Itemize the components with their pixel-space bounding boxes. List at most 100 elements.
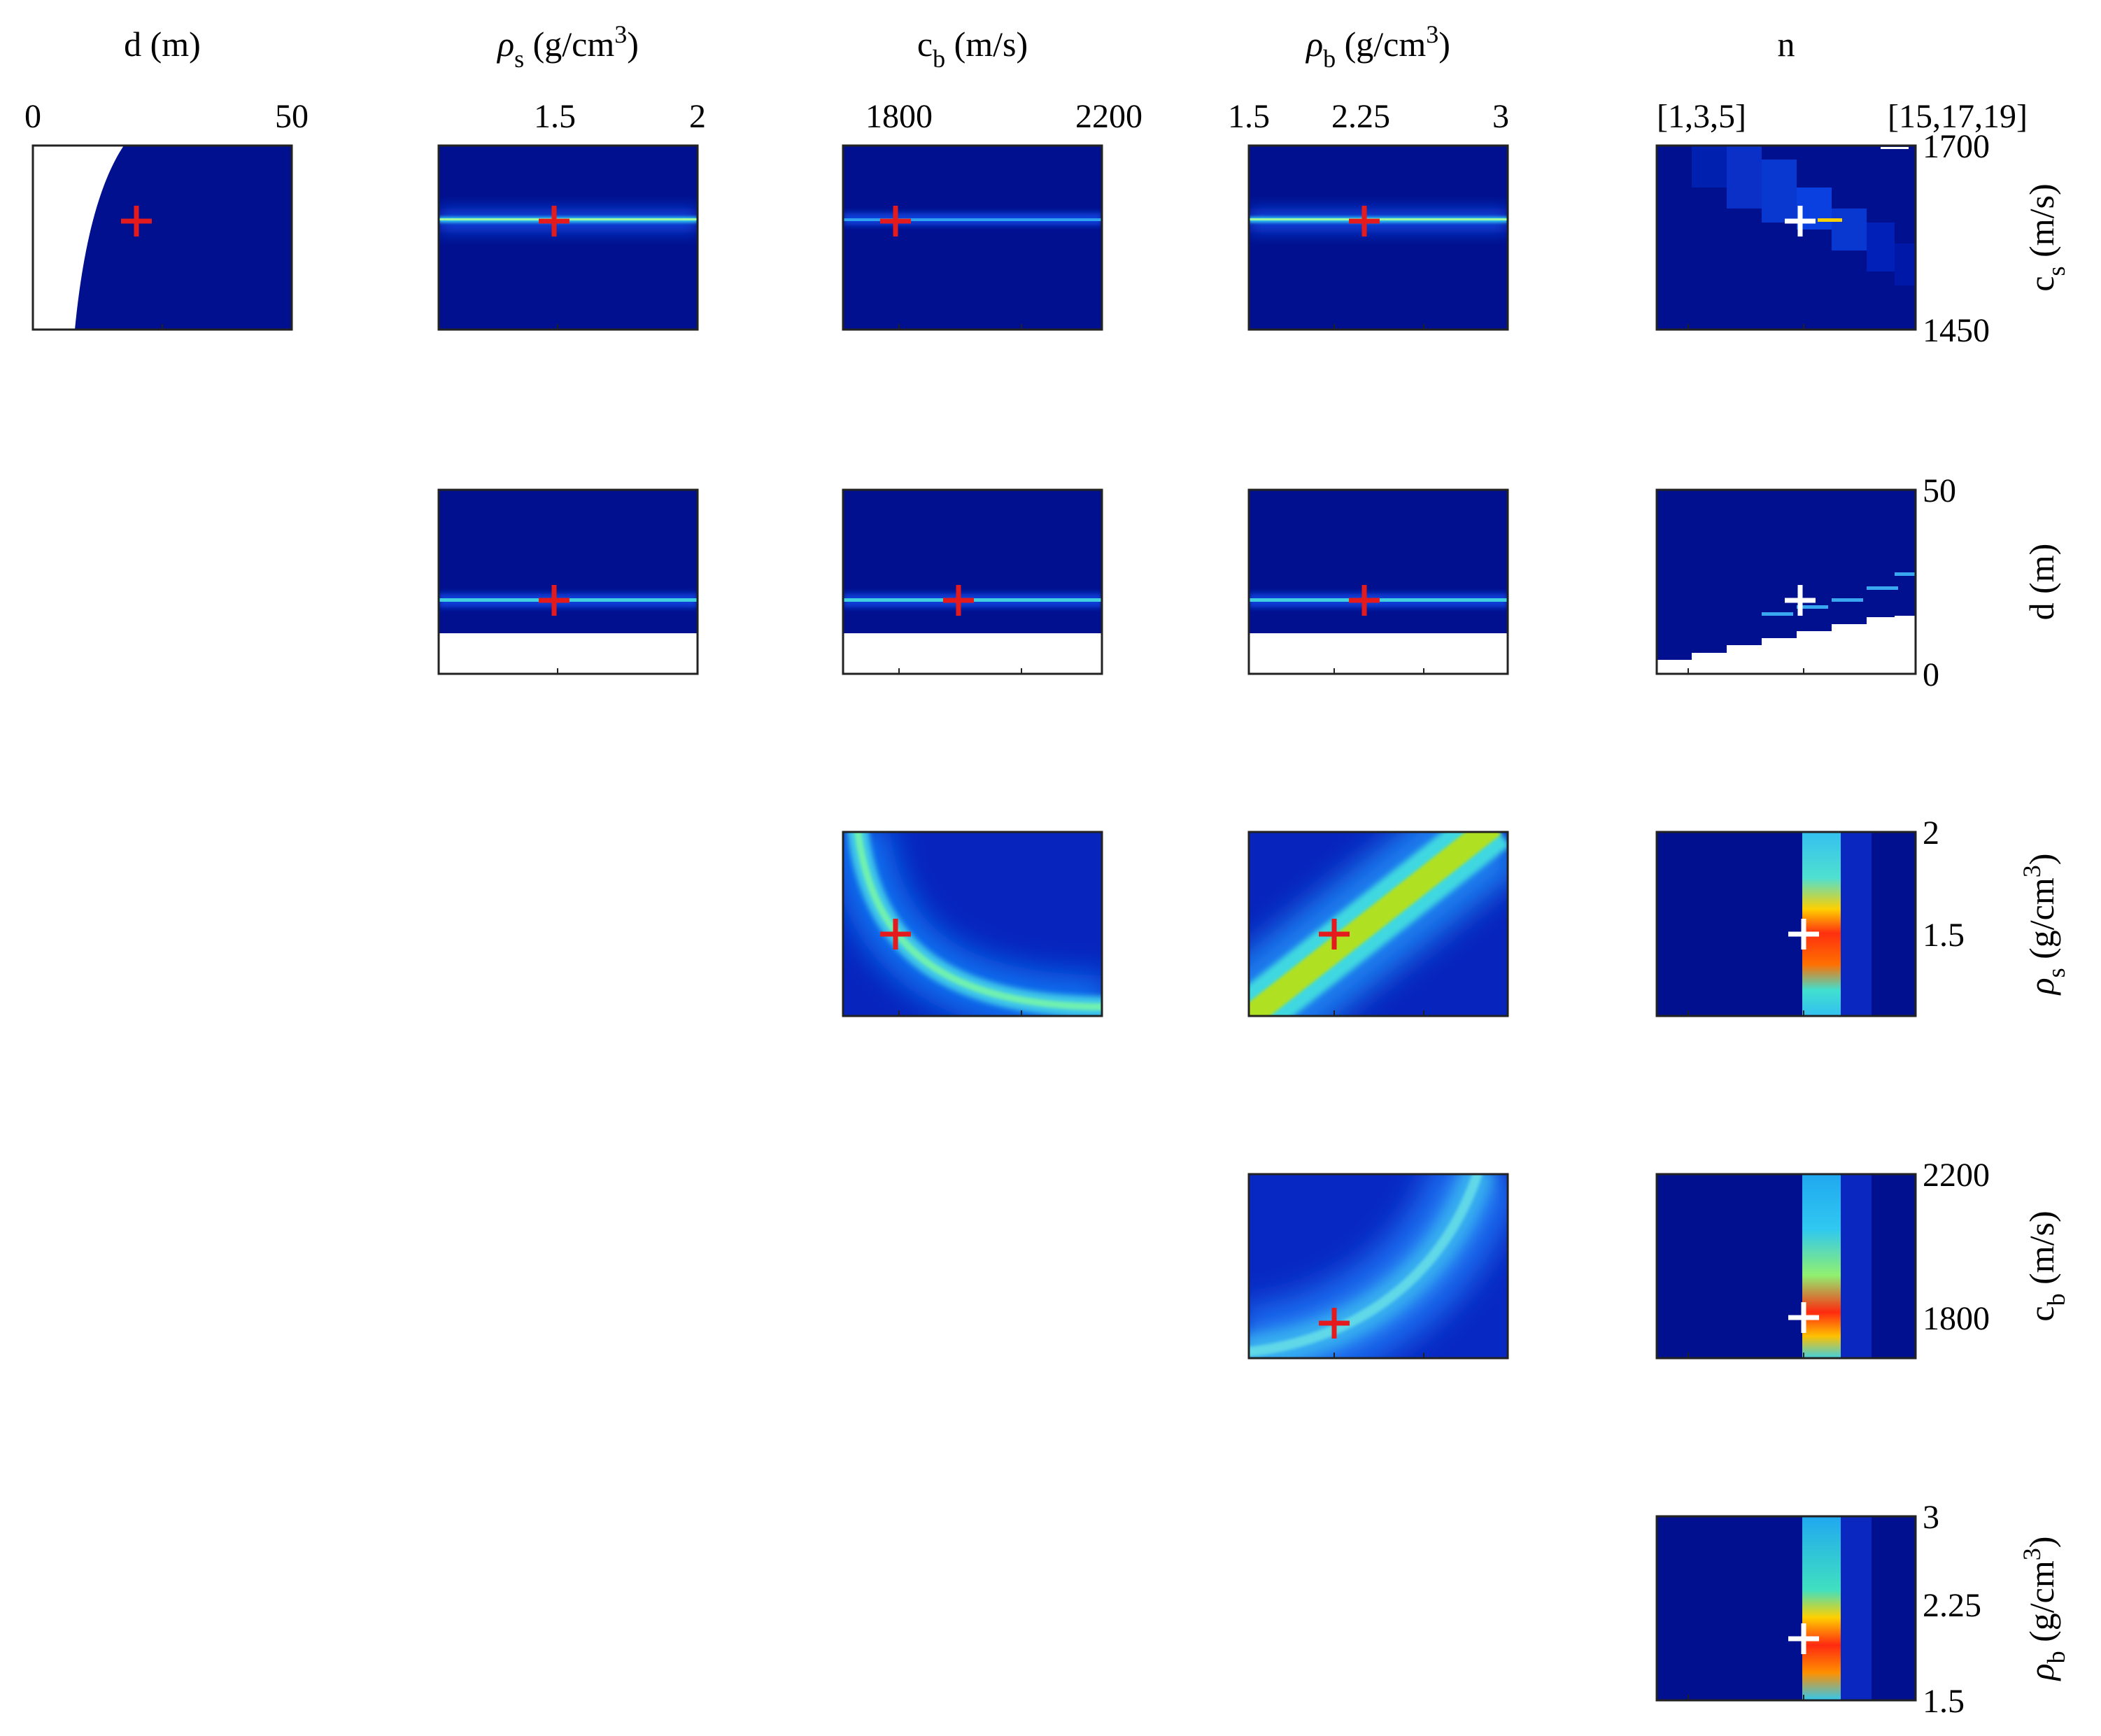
- panel-frame: [842, 488, 1103, 675]
- right-tick-c_s-0: 1700: [1923, 128, 1990, 165]
- density-cell: [1881, 147, 1909, 149]
- panel-c_b-vs-rho_b: [1247, 1173, 1509, 1360]
- top-tick-rho_s-0: 1.5: [534, 98, 576, 135]
- column-title-n: n: [1778, 24, 1795, 64]
- panel-frame: [1247, 488, 1509, 675]
- density-peak: [854, 832, 1102, 1010]
- right-tick-d-1: 0: [1923, 656, 1939, 693]
- panel-rho_s-vs-c_b: [842, 831, 1103, 1017]
- density-field: [1249, 146, 1508, 330]
- density-ridge: [1797, 605, 1828, 609]
- density-ridge: [1895, 572, 1916, 576]
- excluded-region: [1249, 633, 1508, 674]
- panel-d-vs-c_b: [842, 488, 1103, 675]
- panel-c_s-vs-d: [31, 144, 293, 331]
- column-header-d: d (m) 0 50: [24, 24, 309, 135]
- density-cell: [1840, 1516, 1872, 1700]
- top-tick-n-0: [1,3,5]: [1657, 98, 1746, 135]
- density-cell: [1867, 223, 1895, 271]
- density-column: [1802, 832, 1841, 1016]
- top-tick-d-1: 50: [275, 98, 309, 135]
- panel-d-vs-rho_b: [1247, 488, 1509, 675]
- density-column: [1802, 1174, 1841, 1358]
- density-cell: [1727, 146, 1762, 209]
- panel-rho_s-vs-n: [1655, 831, 1917, 1017]
- density-cell: [1692, 146, 1727, 188]
- density-field: [1657, 1174, 1916, 1358]
- column-title-c_b: cb (m/s): [917, 24, 1028, 73]
- right-tick-rho_s-0: 2: [1923, 814, 1939, 852]
- panel-frame: [1247, 831, 1509, 1017]
- panel-frame: [437, 488, 699, 675]
- column-title-rho_b: ρb (g/cm3): [1305, 20, 1450, 73]
- right-tick-rho_b-0: 3: [1923, 1499, 1939, 1536]
- row-header-rho_s: ρs (g/cm3) 2 1.5: [1923, 814, 2070, 996]
- panel-frame: [1247, 144, 1509, 331]
- density-ridge: [843, 218, 1102, 221]
- panel-d-vs-rho_s: [437, 488, 699, 675]
- row-header-c_b: cb (m/s) 2200 1800: [1923, 1157, 2070, 1337]
- top-tick-rho_b-0: 1.5: [1228, 98, 1270, 135]
- excluded-region: [439, 633, 698, 674]
- right-tick-rho_b-1: 2.25: [1923, 1587, 1981, 1624]
- row-title-d: d (m): [2022, 544, 2061, 621]
- right-tick-rho_s-1: 1.5: [1923, 917, 1965, 954]
- row-header-d: d (m) 50 0: [1923, 472, 2061, 693]
- density-cell: [1840, 1174, 1872, 1358]
- density-cell: [1762, 160, 1797, 223]
- density-cell: [1832, 209, 1867, 250]
- right-tick-d-0: 50: [1923, 472, 1956, 509]
- panel-rho_b-vs-n: [1655, 1515, 1917, 1702]
- right-tick-c_s-1: 1450: [1923, 312, 1990, 349]
- row-title-c_s: cs (m/s): [2022, 183, 2070, 291]
- right-tick-c_b-1: 1800: [1923, 1300, 1990, 1337]
- panel-c_s-vs-rho_s: [437, 144, 699, 331]
- density-ridge: [1762, 612, 1793, 616]
- density-field: [439, 146, 698, 330]
- density-peak: [1249, 1174, 1483, 1357]
- right-tick-c_b-0: 2200: [1923, 1157, 1990, 1194]
- panel-rho_s-vs-rho_b: [1247, 831, 1509, 1017]
- density-cell: [1895, 244, 1916, 285]
- top-tick-c_b-0: 1800: [865, 98, 933, 135]
- column-header-n: n [1,3,5] [15,17,19]: [1657, 24, 2028, 135]
- density-cell: [1840, 832, 1872, 1016]
- panel-frame: [1655, 1515, 1917, 1702]
- panel-frame: [1247, 1173, 1509, 1360]
- top-tick-n-1: [15,17,19]: [1888, 98, 2028, 135]
- column-header-rho_s: ρs (g/cm3) 1.5 2: [496, 20, 706, 135]
- row-header-rho_b: ρb (g/cm3) 3 2.25 1.5: [1923, 1499, 2070, 1720]
- row-title-rho_b: ρb (g/cm3): [2018, 1537, 2070, 1682]
- excluded-region: [1657, 616, 1916, 674]
- panel-c_s-vs-n: [1655, 144, 1917, 331]
- panel-frame: [437, 144, 699, 331]
- panel-frame: [842, 831, 1103, 1017]
- column-title-rho_s: ρs (g/cm3): [496, 20, 639, 73]
- panel-frame: [1655, 144, 1917, 331]
- density-column: [1802, 1516, 1841, 1700]
- panel-d-vs-n: [1655, 488, 1917, 675]
- column-header-rho_b: ρb (g/cm3) 1.5 2.25 3: [1228, 20, 1509, 135]
- density-field: [1657, 832, 1916, 1016]
- top-tick-c_b-1: 2200: [1075, 98, 1143, 135]
- top-tick-rho_b-1: 2.25: [1331, 98, 1390, 135]
- top-tick-rho_b-2: 3: [1492, 98, 1509, 135]
- panel-c_s-vs-c_b: [842, 144, 1103, 331]
- right-tick-rho_b-2: 1.5: [1923, 1683, 1965, 1720]
- column-title-d: d (m): [124, 24, 201, 64]
- panel-frame: [842, 144, 1103, 331]
- density-field: [1657, 1516, 1916, 1700]
- row-title-rho_s: ρs (g/cm3): [2018, 854, 2070, 996]
- density-ridge: [1867, 586, 1898, 590]
- row-header-c_s: cs (m/s) 1700 1450: [1923, 128, 2070, 349]
- excluded-region: [843, 633, 1102, 674]
- row-title-c_b: cb (m/s): [2022, 1211, 2070, 1321]
- top-tick-rho_s-1: 2: [689, 98, 706, 135]
- column-header-c_b: cb (m/s) 1800 2200: [865, 24, 1143, 135]
- top-tick-d-0: 0: [24, 98, 41, 135]
- excluded-region: [33, 146, 124, 330]
- panel-c_b-vs-n: [1655, 1173, 1917, 1360]
- density-field: [843, 146, 1102, 330]
- density-peak: [1818, 218, 1842, 222]
